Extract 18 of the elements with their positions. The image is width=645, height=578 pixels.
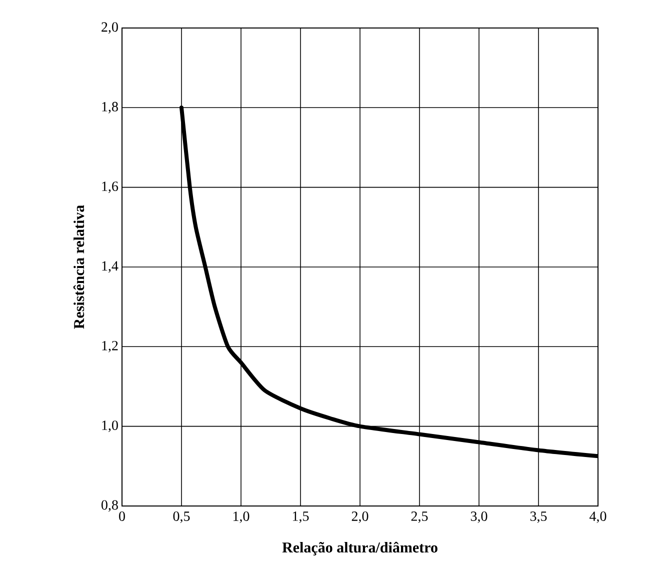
y-tick-label: 1,4 [102,261,118,273]
x-axis-title: Relação altura/diâmetro [282,542,438,556]
x-tick-label: 3,0 [470,512,488,523]
y-axis-title: Resistência relativa [73,205,84,329]
y-tick-label: 1,6 [102,182,118,194]
x-tick-label: 1,5 [292,512,309,523]
x-tick-label: 0 [119,512,125,521]
y-tick-label: 1,2 [102,340,118,352]
x-tick-label: 0,5 [173,512,190,523]
y-tick-label: 1,8 [102,102,118,114]
x-tick-label: 3,5 [530,512,547,523]
y-tick-label: 2,0 [102,22,118,34]
x-tick-label: 1,0 [233,512,250,523]
x-tick-label: 4,0 [590,512,606,523]
x-tick-label: 2,5 [411,512,428,523]
y-tick-label: 1,0 [102,420,118,432]
y-tick-label: 0,8 [102,500,118,512]
x-tick-label: 2,0 [352,512,368,523]
